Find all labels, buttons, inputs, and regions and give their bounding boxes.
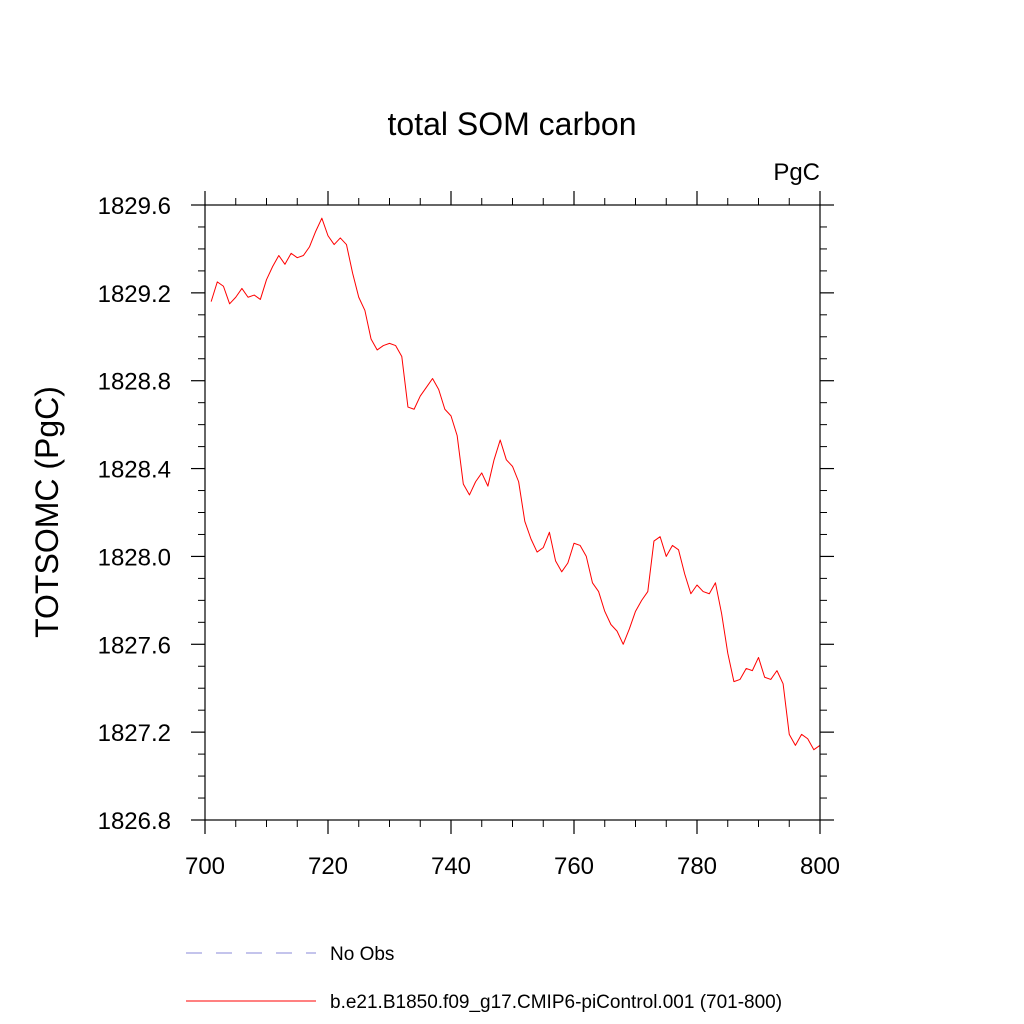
x-tick-label: 760 [554,853,594,880]
y-tick-label: 1827.2 [98,720,171,747]
y-tick-label: 1828.0 [98,544,171,571]
y-tick-label: 1826.8 [98,808,171,835]
y-axis-label: TOTSOMC (PgC) [29,386,65,638]
x-tick-label: 720 [308,853,348,880]
chart-title: total SOM carbon [388,106,637,142]
x-tick-label: 740 [431,853,471,880]
legend: No Obs b.e21.B1850.f09_g17.CMIP6-piContr… [186,944,782,1013]
legend-label-no-obs: No Obs [330,944,394,965]
x-tick-label: 700 [185,853,225,880]
legend-label-picontrol: b.e21.B1850.f09_g17.CMIP6-piControl.001 … [330,992,782,1013]
series-layer [210,217,821,751]
plot-frame [204,204,821,821]
tick-layer: 700 720 740 760 780 800 1826.8 1827.2 1827.6 1828… [98,191,840,880]
series-line-1 [210,217,821,751]
y-tick-label: 1827.6 [98,632,171,659]
y-tick-label: 1829.6 [98,193,171,220]
x-tick-label: 800 [800,853,840,880]
y-tick-label: 1828.4 [98,457,171,484]
x-tick-label: 780 [677,853,717,880]
y-tick-label: 1828.8 [98,369,171,396]
units-label: PgC [773,159,820,186]
y-tick-label: 1829.2 [98,281,171,308]
